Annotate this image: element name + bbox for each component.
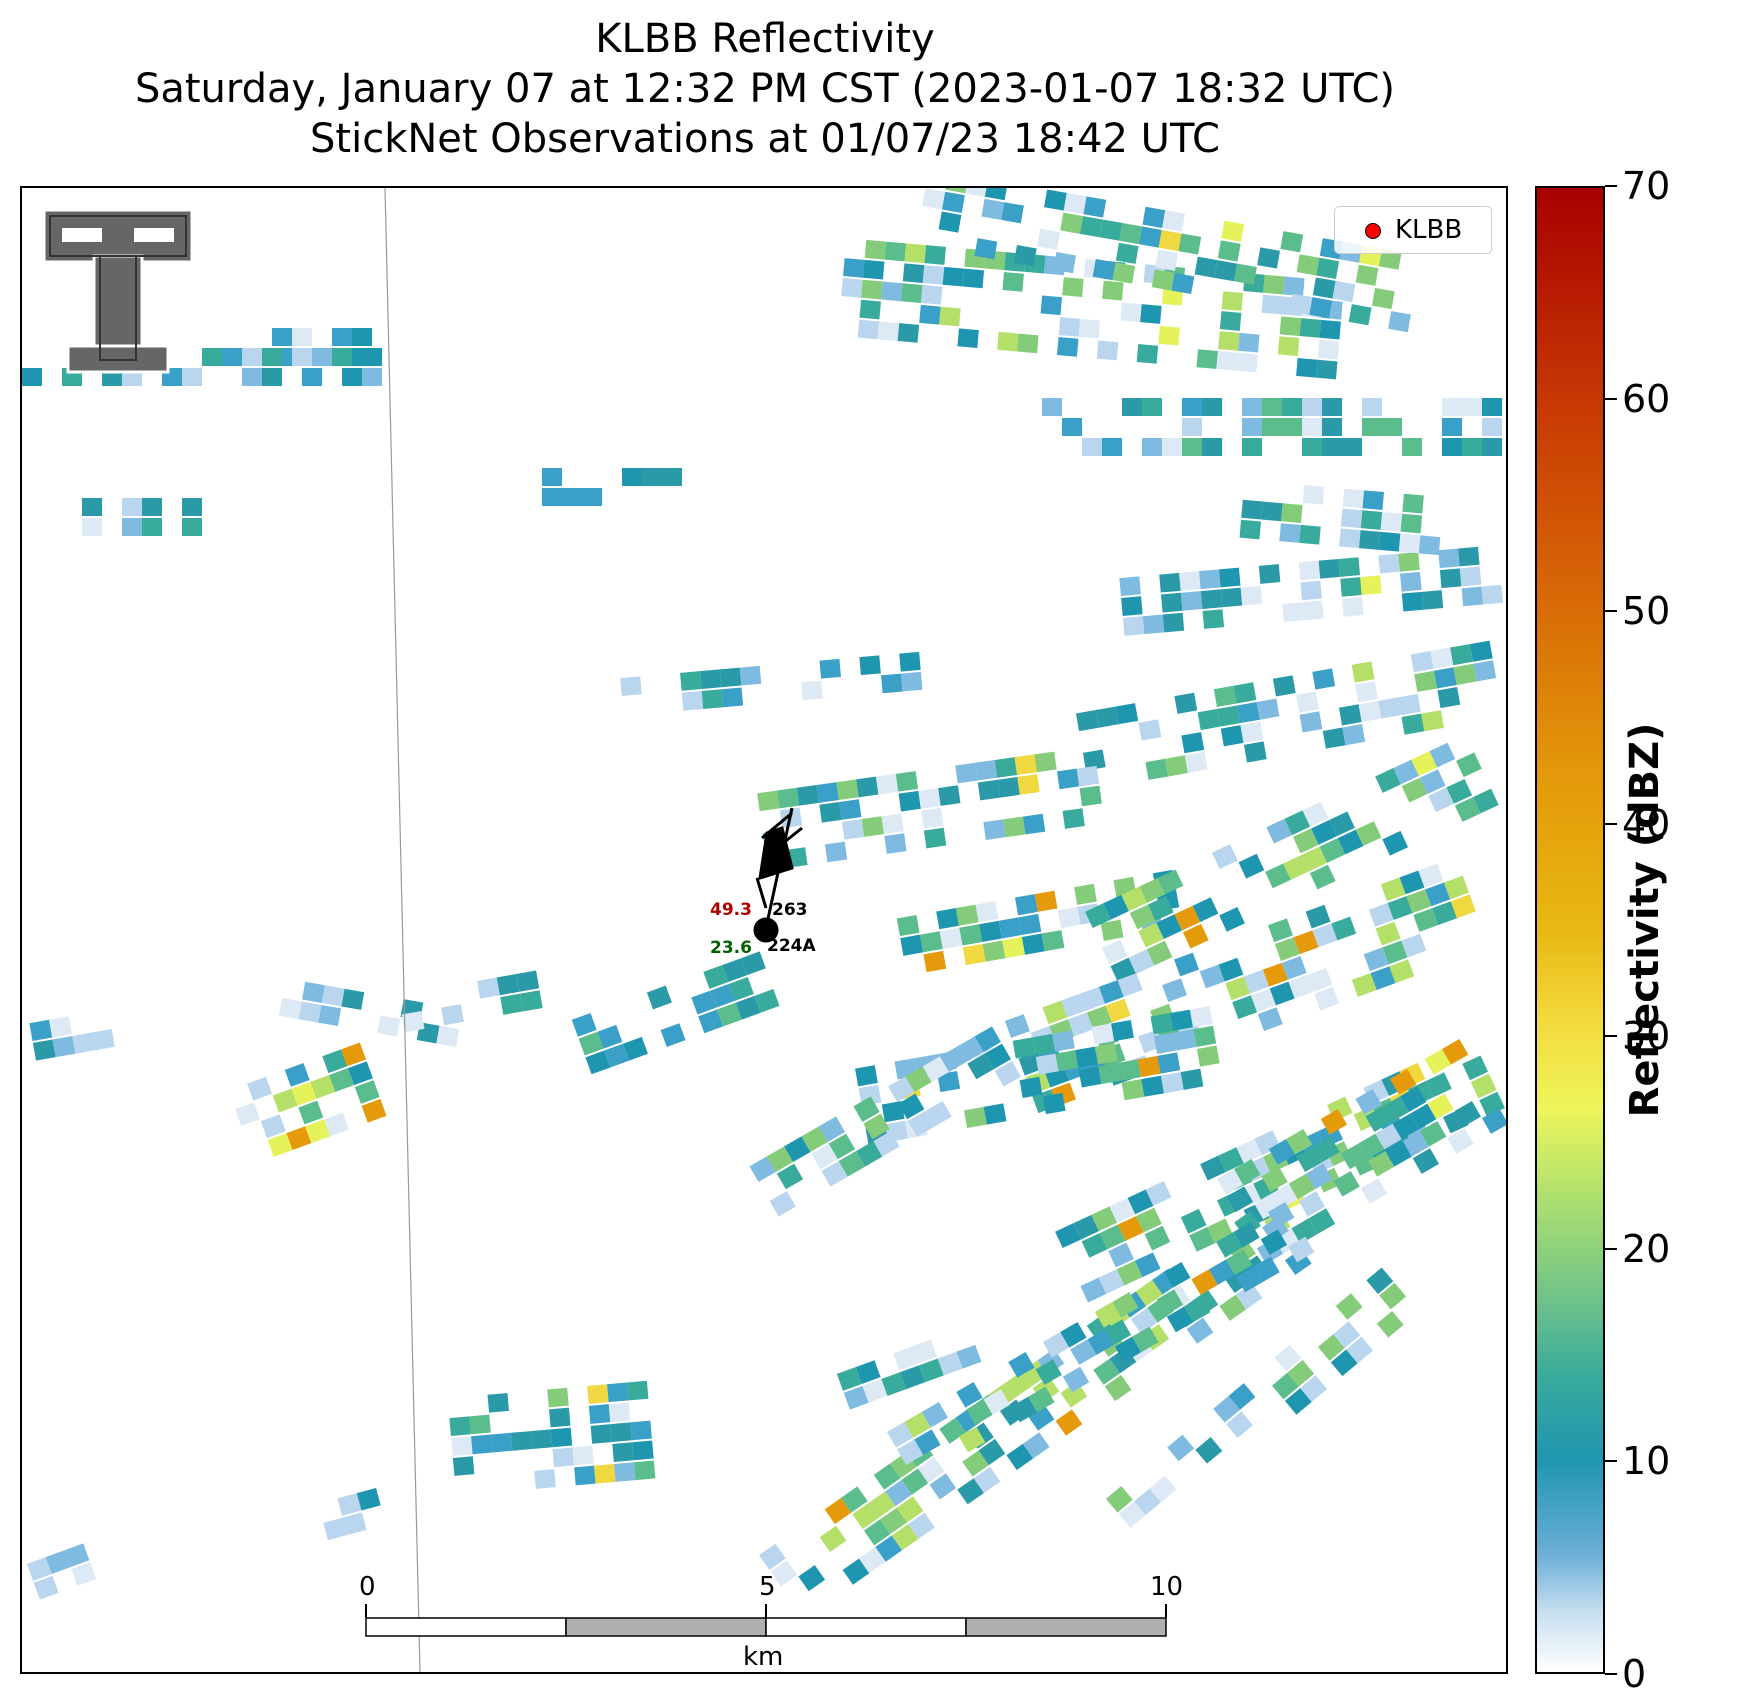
colorbar-tick bbox=[1605, 1460, 1617, 1463]
colorbar bbox=[1535, 186, 1605, 1674]
colorbar-tick-label: 40 bbox=[1622, 801, 1671, 846]
station-value: 49.3 bbox=[710, 900, 752, 920]
radar-site-marker-icon bbox=[1365, 223, 1381, 239]
colorbar-tick-label: 70 bbox=[1622, 164, 1671, 208]
colorbar-tick-label: 50 bbox=[1622, 589, 1671, 634]
scale-tick-label: 10 bbox=[1150, 1572, 1184, 1602]
scale-unit-label: km bbox=[743, 1642, 784, 1672]
colorbar-tick-label: 0 bbox=[1622, 1652, 1647, 1696]
map-subtitle-observations: StickNet Observations at 01/07/23 18:42 … bbox=[310, 116, 1220, 162]
station-value: 23.6 bbox=[710, 938, 752, 958]
colorbar-tick bbox=[1605, 397, 1617, 400]
map-legend: KLBB bbox=[1334, 206, 1492, 254]
colorbar-tick bbox=[1605, 822, 1617, 825]
colorbar-tick-label: 30 bbox=[1622, 1014, 1671, 1059]
texas-tech-logo-icon bbox=[42, 208, 194, 374]
colorbar-tick-label: 10 bbox=[1622, 1439, 1671, 1484]
colorbar-title: Reflectivity (dBZ) bbox=[1622, 722, 1668, 1118]
map-subtitle-time: Saturday, January 07 at 12:32 PM CST (20… bbox=[134, 66, 1396, 112]
sticknet-station-markers bbox=[753, 807, 803, 943]
scale-bar bbox=[365, 1604, 1167, 1637]
scale-tick-label: 5 bbox=[759, 1572, 776, 1602]
station-id: 224A bbox=[767, 936, 816, 956]
colorbar-tick-label: 60 bbox=[1622, 376, 1671, 421]
colorbar-tick bbox=[1605, 185, 1617, 187]
colorbar-tick bbox=[1605, 610, 1617, 613]
map-title: KLBB Reflectivity bbox=[595, 16, 935, 62]
colorbar-tick bbox=[1605, 1247, 1617, 1250]
colorbar-tick bbox=[1605, 1673, 1617, 1675]
radar-map[interactable]: 49.3 263 23.6 224A 0 5 10 km KLBB bbox=[20, 186, 1508, 1674]
reflectivity-field bbox=[22, 188, 1506, 1600]
legend-label: KLBB bbox=[1395, 215, 1463, 245]
county-boundary bbox=[384, 188, 421, 1672]
colorbar-tick-label: 20 bbox=[1622, 1226, 1671, 1271]
scale-tick-label: 0 bbox=[359, 1572, 376, 1602]
colorbar-tick bbox=[1605, 1035, 1617, 1038]
station-id: 263 bbox=[772, 900, 808, 920]
